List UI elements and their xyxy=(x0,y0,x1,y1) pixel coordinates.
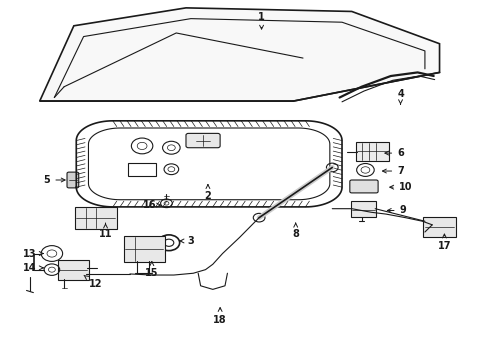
Text: 13: 13 xyxy=(23,248,43,258)
FancyBboxPatch shape xyxy=(355,142,388,161)
FancyBboxPatch shape xyxy=(123,236,164,262)
FancyBboxPatch shape xyxy=(423,217,455,237)
FancyBboxPatch shape xyxy=(75,207,117,229)
Text: 5: 5 xyxy=(43,175,65,185)
Text: 4: 4 xyxy=(396,89,403,104)
FancyBboxPatch shape xyxy=(349,180,377,193)
FancyBboxPatch shape xyxy=(185,134,220,148)
Text: 12: 12 xyxy=(84,275,102,289)
Text: 15: 15 xyxy=(145,262,158,278)
Text: 3: 3 xyxy=(180,236,194,246)
FancyBboxPatch shape xyxy=(67,172,79,188)
Text: 2: 2 xyxy=(204,185,211,201)
Text: 11: 11 xyxy=(99,223,112,239)
Text: 16: 16 xyxy=(142,200,160,210)
Text: 7: 7 xyxy=(382,166,403,176)
FancyBboxPatch shape xyxy=(58,260,89,280)
Text: 18: 18 xyxy=(213,307,226,325)
Text: 6: 6 xyxy=(384,148,403,158)
Text: 9: 9 xyxy=(386,206,406,216)
Polygon shape xyxy=(40,8,439,101)
Text: 17: 17 xyxy=(437,234,450,251)
FancyBboxPatch shape xyxy=(350,201,375,217)
Text: 8: 8 xyxy=(292,223,299,239)
Text: 14: 14 xyxy=(23,263,43,273)
Text: 1: 1 xyxy=(258,12,264,29)
Text: 10: 10 xyxy=(389,182,411,192)
